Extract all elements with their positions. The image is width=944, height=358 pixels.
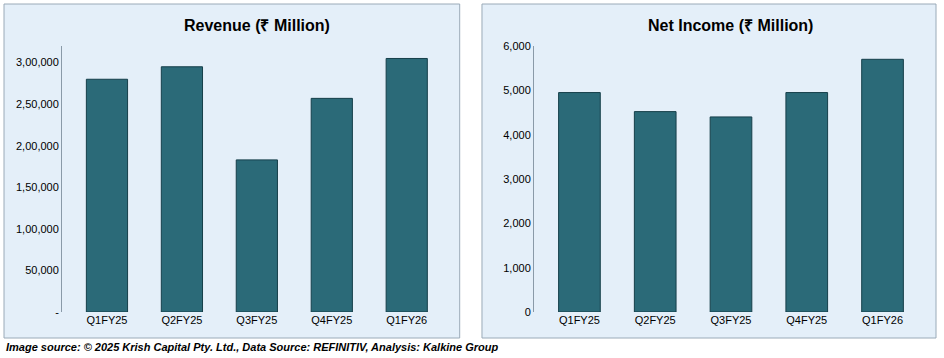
- svg-text:3,000: 3,000: [503, 173, 531, 185]
- svg-text:Q1FY26: Q1FY26: [862, 314, 903, 326]
- svg-text:0: 0: [525, 306, 531, 318]
- svg-text:Net Income (₹ Million): Net Income (₹ Million): [648, 17, 813, 34]
- svg-text:1,000: 1,000: [503, 262, 531, 274]
- svg-text:Q2FY25: Q2FY25: [161, 314, 202, 326]
- svg-text:Image source: © 2025 Krish Cap: Image source: © 2025 Krish Capital Pty. …: [6, 341, 499, 353]
- svg-text:Q3FY25: Q3FY25: [711, 314, 752, 326]
- svg-text:2,50,000: 2,50,000: [16, 98, 59, 110]
- svg-text:Q3FY25: Q3FY25: [236, 314, 277, 326]
- svg-text:-: -: [55, 306, 59, 318]
- svg-text:2,000: 2,000: [503, 217, 531, 229]
- svg-text:1,50,000: 1,50,000: [16, 181, 59, 193]
- svg-text:3,00,000: 3,00,000: [16, 56, 59, 68]
- svg-text:Q1FY25: Q1FY25: [559, 314, 600, 326]
- svg-text:Q4FY25: Q4FY25: [786, 314, 827, 326]
- svg-text:6,000: 6,000: [503, 40, 531, 52]
- svg-text:Q4FY25: Q4FY25: [311, 314, 352, 326]
- svg-text:50,000: 50,000: [25, 264, 59, 276]
- svg-text:2,00,000: 2,00,000: [16, 140, 59, 152]
- svg-text:Revenue (₹ Million): Revenue (₹ Million): [184, 17, 330, 34]
- svg-text:1,00,000: 1,00,000: [16, 223, 59, 235]
- svg-text:4,000: 4,000: [503, 129, 531, 141]
- svg-text:Q1FY25: Q1FY25: [86, 314, 127, 326]
- svg-text:Q2FY25: Q2FY25: [635, 314, 676, 326]
- svg-text:Q1FY26: Q1FY26: [386, 314, 427, 326]
- svg-text:5,000: 5,000: [503, 84, 531, 96]
